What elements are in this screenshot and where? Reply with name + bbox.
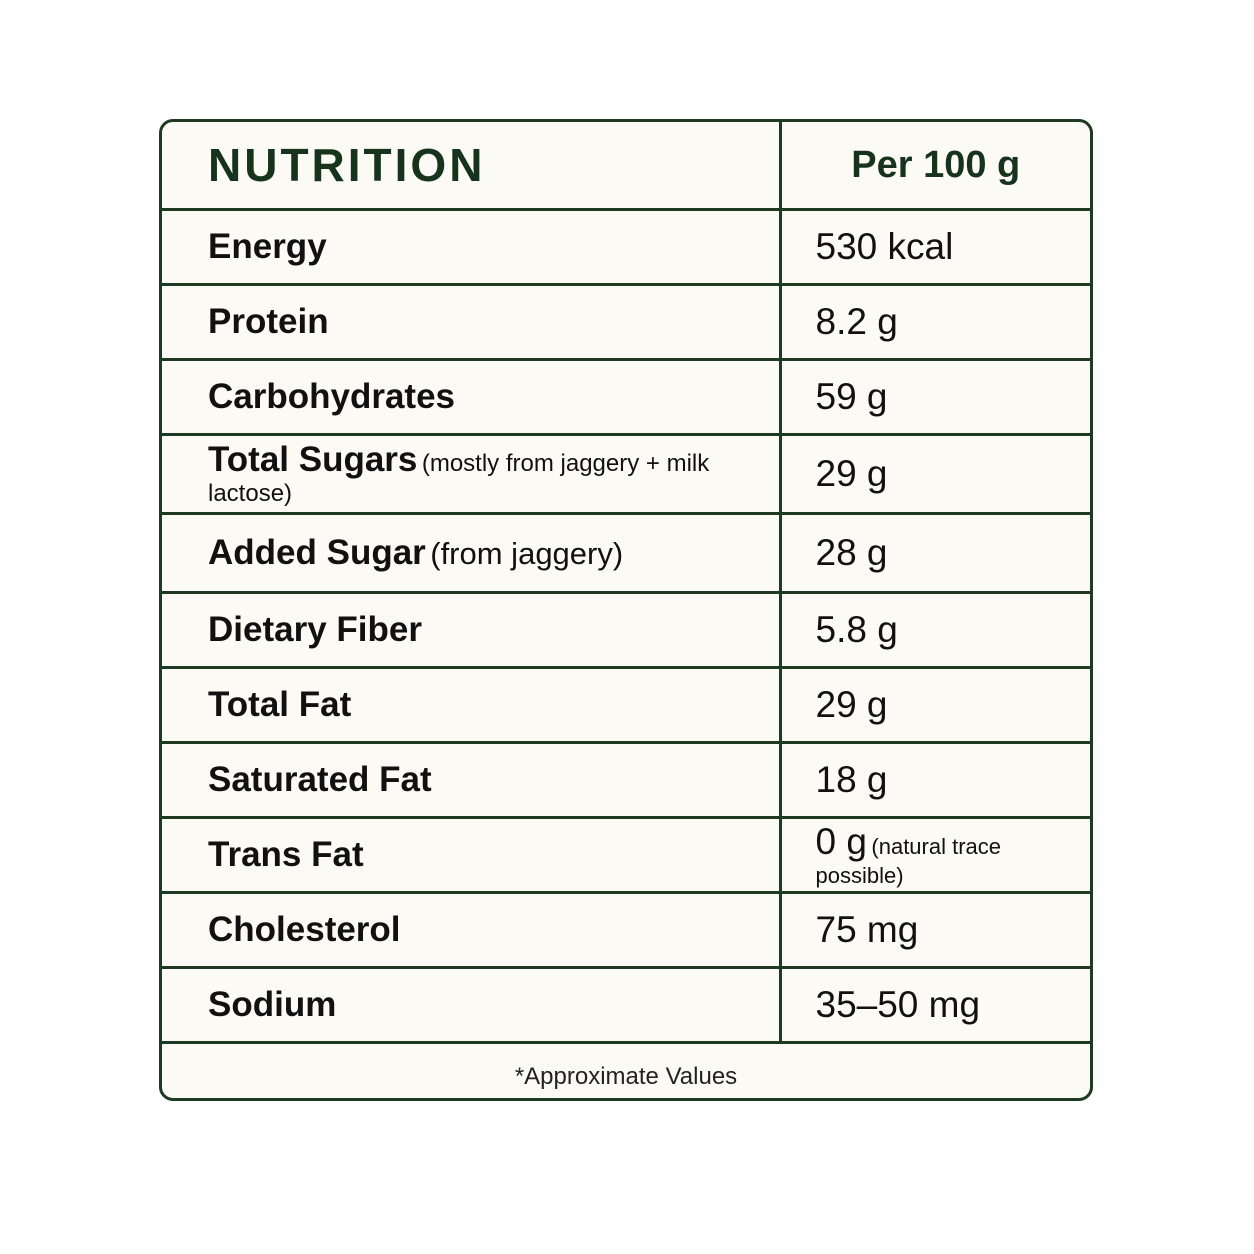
table-row: Carbohydrates 59 g: [162, 359, 1090, 436]
value-note: (natural trace possible): [815, 834, 1002, 888]
nutrient-name: Total Fat: [208, 685, 352, 724]
nutrient-value: 28 g: [815, 532, 888, 573]
table-row: Cholesterol 75 mg: [162, 892, 1090, 969]
nutrient-name: Carbohydrates: [208, 377, 456, 416]
nutrient-name: Saturated Fat: [208, 760, 432, 799]
nutrient-value: 18 g: [815, 759, 888, 800]
nutrient-note: (mostly from jaggery + milk lactose): [208, 450, 710, 507]
nutrient-name: Trans Fat: [208, 835, 364, 874]
table-row: Total Sugars (mostly from jaggery + milk…: [162, 434, 1090, 515]
nutrient-value: 8.2 g: [815, 301, 898, 342]
table-row: Dietary Fiber 5.8 g: [162, 592, 1090, 669]
table-row: Total Fat 29 g: [162, 667, 1090, 744]
nutrient-name: Energy: [208, 227, 327, 266]
nutrient-value: 59 g: [815, 376, 888, 417]
nutrient-name: Cholesterol: [208, 910, 401, 949]
nutrient-value: 29 g: [815, 684, 888, 725]
table-row: Saturated Fat 18 g: [162, 742, 1090, 819]
nutrient-value: 530 kcal: [815, 226, 954, 267]
nutrient-value: 75 mg: [815, 909, 919, 950]
table-row: Added Sugar (from jaggery) 28 g: [162, 513, 1090, 594]
footnote: *Approximate Values: [514, 1063, 738, 1090]
nutrient-name: Protein: [208, 302, 329, 341]
per-serving-header: Per 100 g: [780, 122, 1090, 211]
nutrition-panel: NUTRITION Per 100 g Energy 530 kcal Prot…: [159, 119, 1093, 1101]
nutrient-value: 5.8 g: [815, 609, 898, 650]
nutrient-note: (from jaggery): [430, 536, 624, 571]
nutrient-name: Total Sugars: [208, 440, 418, 479]
table-row: Protein 8.2 g: [162, 284, 1090, 361]
nutrient-name: Dietary Fiber: [208, 610, 422, 649]
table-header-row: NUTRITION Per 100 g: [162, 122, 1090, 211]
table-title: NUTRITION: [162, 122, 782, 211]
nutrient-name: Added Sugar: [208, 533, 426, 572]
nutrient-value: 0 g: [815, 821, 867, 862]
table-row: Energy 530 kcal: [162, 209, 1090, 286]
table-row: Trans Fat 0 g (natural trace possible): [162, 817, 1090, 894]
nutrition-table: NUTRITION Per 100 g Energy 530 kcal Prot…: [162, 122, 1090, 1099]
nutrient-value: 35–50 mg: [815, 984, 981, 1025]
nutrient-name: Sodium: [208, 985, 337, 1024]
table-row: Sodium 35–50 mg: [162, 967, 1090, 1044]
nutrient-value: 29 g: [815, 453, 888, 494]
table-footer-row: *Approximate Values: [162, 1043, 1090, 1099]
